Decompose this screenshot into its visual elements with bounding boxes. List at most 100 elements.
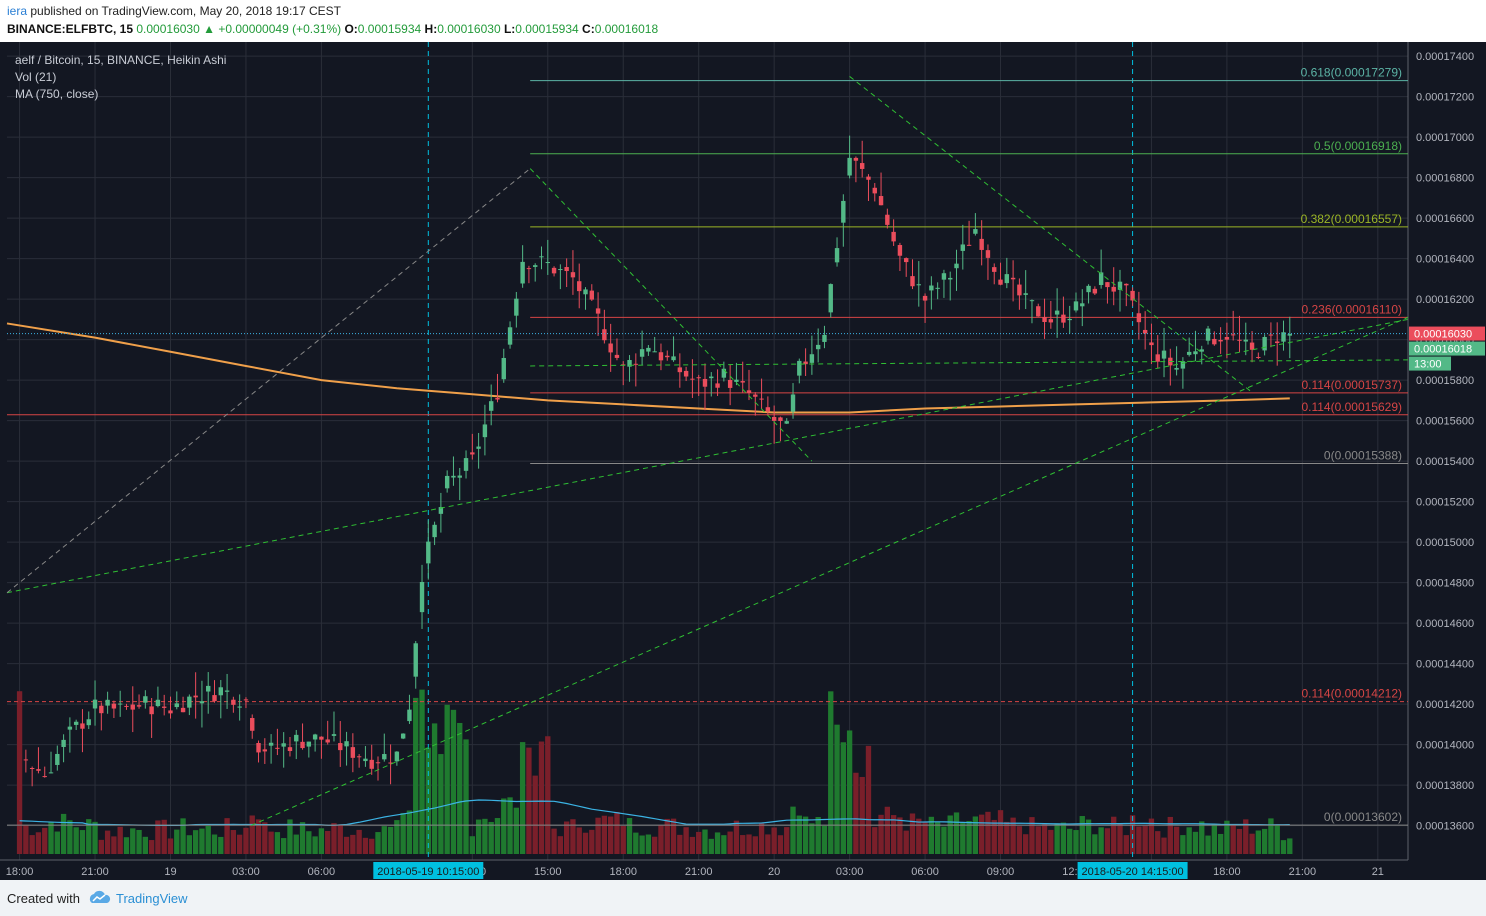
candle-body <box>545 262 550 264</box>
volume-bar <box>721 835 727 854</box>
volume-bar <box>356 829 362 854</box>
volume-bar <box>1261 828 1268 854</box>
candle-body <box>639 349 645 357</box>
candle-body <box>633 363 639 365</box>
y-tick-label: 0.00017000 <box>1416 132 1474 144</box>
candle-body <box>1199 349 1204 352</box>
volume-bar <box>1155 831 1161 854</box>
volume-bar <box>501 798 507 854</box>
x-tick-label: 21:00 <box>685 866 713 878</box>
volume-legend[interactable]: Vol (21) <box>15 70 57 84</box>
y-tick-label: 0.00015200 <box>1416 497 1474 509</box>
tradingview-link[interactable]: TradingView <box>116 891 188 906</box>
volume-bar <box>765 834 771 854</box>
volume-bar <box>236 834 243 854</box>
volume-bar <box>450 709 457 854</box>
volume-bar <box>387 826 394 854</box>
candle-body <box>300 741 305 749</box>
candle-body <box>1212 338 1217 345</box>
candle-body <box>1249 342 1255 350</box>
y-tick-label: 0.00014000 <box>1416 740 1474 752</box>
x-tick-label: 09:00 <box>987 866 1015 878</box>
candle-body <box>312 734 318 740</box>
tradingview-cloud-trend <box>92 894 106 902</box>
volume-bar <box>513 807 520 854</box>
volume-bar <box>98 839 104 854</box>
volume-bar <box>1079 816 1085 854</box>
volume-bar <box>890 815 897 854</box>
candle-body <box>1080 303 1085 307</box>
volume-bar <box>287 819 293 854</box>
time-marker-tag <box>373 862 484 879</box>
y-tick-label: 0.00017400 <box>1416 51 1474 63</box>
candle-body <box>294 734 299 742</box>
volume-bar <box>909 813 916 854</box>
candle-body <box>514 298 519 316</box>
candle-body <box>558 269 563 271</box>
ma-legend[interactable]: MA (750, close) <box>15 87 99 101</box>
author-name[interactable]: iera <box>7 4 28 18</box>
candle-body <box>476 446 481 449</box>
tradingview-cloud-icon[interactable] <box>87 890 113 906</box>
volume-bar <box>897 817 903 854</box>
candle-body <box>92 699 98 709</box>
volume-bar <box>180 818 186 854</box>
price-chart[interactable]: 0.00017400 0.00017200 0.00017000 0.00016800… <box>0 42 1486 880</box>
volume-bar <box>142 836 149 854</box>
y-tick-label: 0.00014800 <box>1416 578 1474 590</box>
candle-body <box>564 267 569 272</box>
volume-bar <box>714 832 721 854</box>
volume-bar <box>362 837 369 854</box>
time-marker-label: 2018-05-19 10:15:00 <box>377 866 479 878</box>
volume-bar <box>1041 824 1048 854</box>
fib-level-label: 0.5(0.00016918) <box>1314 139 1402 153</box>
y-tick-label: 0.00014200 <box>1416 699 1474 711</box>
candle-body <box>369 759 374 769</box>
x-tick-label: 15:00 <box>534 866 562 878</box>
x-tick-label: 21:00 <box>81 866 109 878</box>
volume-bar <box>916 818 922 854</box>
candle-body <box>325 739 330 743</box>
volume-bar <box>488 821 494 854</box>
fib-level-label: 0.114(0.00014212) <box>1301 687 1402 701</box>
candle-body <box>665 355 670 358</box>
volume-bar <box>1186 827 1192 854</box>
candle-body <box>394 751 400 762</box>
candle-body <box>809 354 815 363</box>
volume-bar <box>689 836 696 854</box>
volume-bar <box>29 835 35 854</box>
fib-level-label: 0.114(0.00015629) <box>1301 400 1402 414</box>
candle-body <box>771 416 777 421</box>
volume-bar <box>740 835 746 854</box>
candle-body <box>199 701 205 704</box>
change-arrow-icon: ▲ <box>203 22 215 36</box>
volume-bar <box>123 837 130 854</box>
volume-bar <box>1054 823 1060 854</box>
y-tick-label: 0.00016800 <box>1416 173 1474 185</box>
volume-bar <box>174 829 180 854</box>
candle-body <box>1218 339 1223 342</box>
x-tick-label: 03:00 <box>232 866 260 878</box>
candle-body <box>834 248 840 263</box>
fib-level-label: 0.114(0.00015737) <box>1301 378 1402 392</box>
candle-body <box>941 273 947 280</box>
candle-body <box>1073 301 1079 311</box>
candle-body <box>99 705 104 714</box>
volume-bar <box>966 820 972 854</box>
candle-body <box>1230 334 1236 336</box>
volume-bar <box>664 818 670 854</box>
close-value: 0.00016018 <box>594 22 659 36</box>
tradingview-cloud-shape <box>89 890 111 903</box>
y-tick-label: 0.00016400 <box>1416 254 1474 266</box>
volume-bar <box>413 697 419 854</box>
candle-body <box>1061 314 1066 323</box>
volume-bar <box>400 812 406 854</box>
volume-bar <box>1111 816 1117 854</box>
candle-body <box>426 541 431 564</box>
candle-body <box>602 329 607 341</box>
volume-bar <box>777 835 784 854</box>
candle-body <box>1268 334 1274 336</box>
volume-bar <box>1217 833 1224 854</box>
candle-body <box>671 356 676 361</box>
volume-bar <box>463 739 469 854</box>
